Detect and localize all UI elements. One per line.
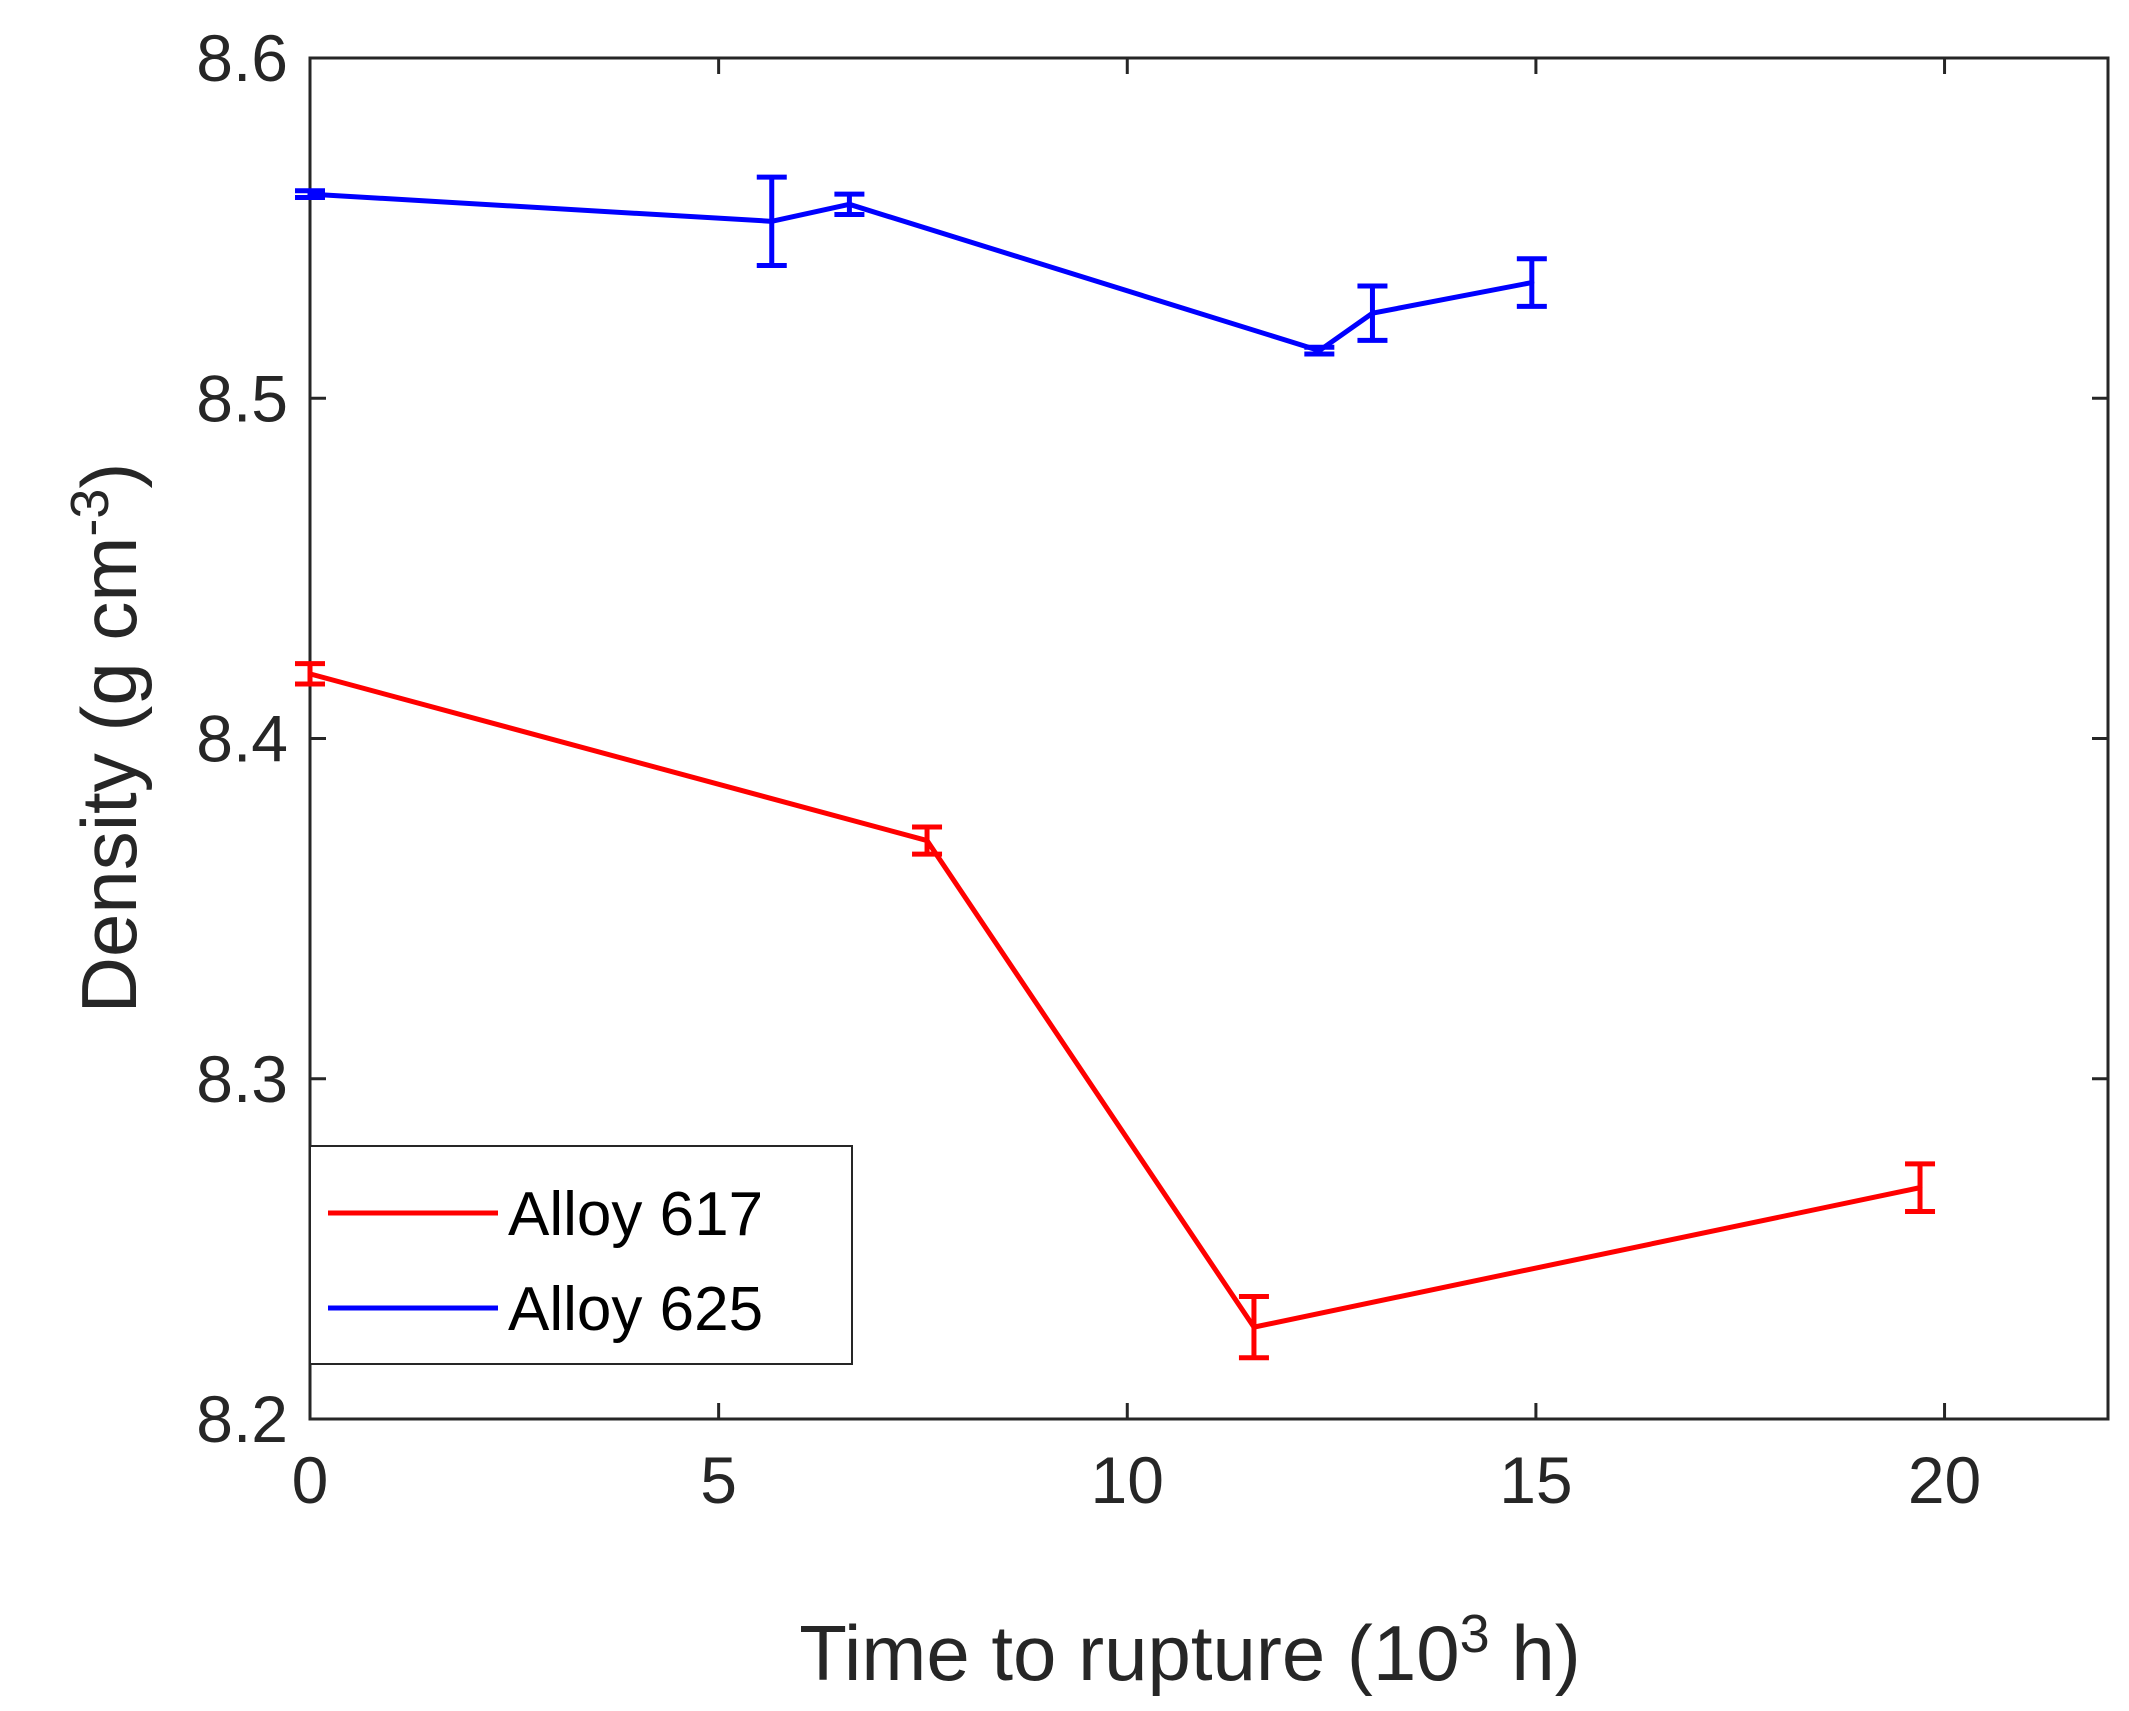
- y-tick-label: 8.6: [196, 21, 288, 95]
- y-axis-title: Density (g cm-3): [60, 463, 153, 1014]
- data-point: [1369, 310, 1375, 316]
- legend: Alloy 617 Alloy 625: [309, 1145, 853, 1365]
- data-point: [1529, 280, 1535, 286]
- x-tick-label: 10: [1091, 1443, 1164, 1517]
- x-tick-label: 0: [292, 1443, 329, 1517]
- data-point: [769, 218, 775, 224]
- y-tick-label: 8.5: [196, 361, 288, 435]
- series-line-alloy-625: [309, 191, 1533, 354]
- data-point: [1917, 1185, 1923, 1191]
- y-tick-label: 8.3: [196, 1042, 288, 1116]
- x-axis-ticks: 0 5 10 15 20: [292, 58, 1981, 1517]
- y-axis-ticks: 8.2 8.3 8.4 8.5 8.6: [196, 21, 2108, 1456]
- y-tick-label: 8.2: [196, 1382, 288, 1456]
- x-tick-label: 5: [700, 1443, 737, 1517]
- data-point: [307, 671, 313, 677]
- data-point: [846, 201, 852, 207]
- series-alloy-617: [295, 661, 1936, 1361]
- y-tick-label: 8.4: [196, 702, 288, 776]
- data-point: [924, 838, 930, 844]
- legend-box: [309, 1145, 853, 1365]
- data-point: [1251, 1324, 1257, 1330]
- series-layer: [295, 174, 1936, 1361]
- data-point: [1316, 348, 1322, 354]
- data-point: [307, 191, 313, 197]
- x-axis-title: Time to rupture (103 h): [799, 1604, 1580, 1697]
- x-tick-label: 20: [1908, 1443, 1981, 1517]
- legend-label-alloy-617: Alloy 617: [508, 1180, 763, 1249]
- x-tick-label: 15: [1499, 1443, 1572, 1517]
- legend-label-alloy-625: Alloy 625: [508, 1275, 763, 1344]
- series-line-alloy-617: [309, 671, 1921, 1330]
- series-alloy-625: [295, 174, 1547, 357]
